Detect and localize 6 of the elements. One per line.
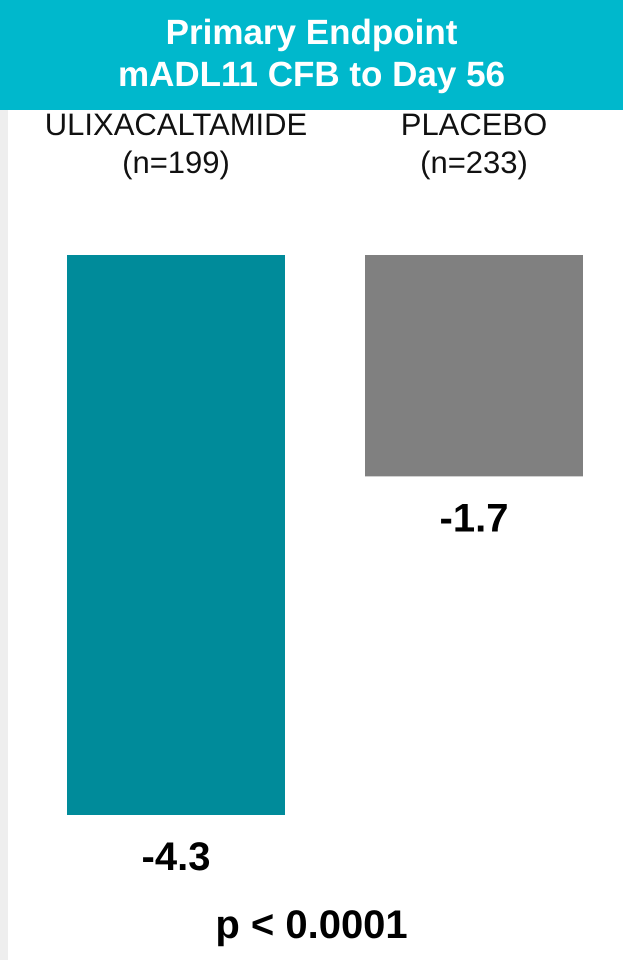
data-label: -1.7 (440, 496, 508, 540)
x-tick-label: ULIXACALTAMIDE (n=199) (44, 107, 308, 180)
chart-title: Primary Endpoint mADL11 CFB to Day 56 (116, 12, 506, 96)
text: p < 0.0001 (214, 902, 409, 949)
x-tick-label: PLACEBO (n=233) (400, 107, 548, 180)
data-label: -4.3 (142, 835, 210, 879)
